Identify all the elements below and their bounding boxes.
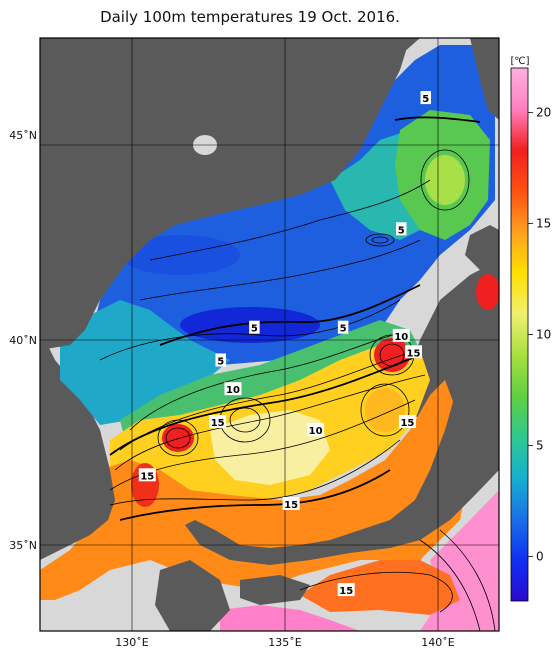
contour-label-box [282,497,300,510]
contour-label: 5 [396,222,407,236]
land-kyushu [155,560,230,631]
lat-tick-label: 40˚N [9,334,37,347]
warm-eddy [365,388,405,432]
contour-label: 15 [405,345,423,359]
map-frame [39,37,500,632]
contour-label-box [405,345,423,359]
contour-label-text: 10 [226,385,240,396]
contour-label: 10 [224,382,242,396]
contour-label: 15 [282,497,300,511]
contour-label-box [215,353,226,367]
contour-label-text: 15 [211,418,225,429]
colorbar [510,67,529,602]
sea-teal-region [60,300,230,425]
colorbar-tick-label: 5 [536,439,544,453]
contour-label: 5 [337,320,349,335]
longitude-ticks: 130˚E 135˚E 140˚E [115,636,454,649]
contour-label-text: 5 [398,225,405,236]
sea-layer [40,38,499,631]
contour-label: 5 [420,91,432,105]
contour-label-text: 5 [217,357,224,368]
contour-label-box [392,328,410,342]
warm-eddy [476,274,499,310]
contour-label: 5 [249,320,260,335]
contour-label: 10 [307,423,325,437]
latitude-ticks: 45˚N 40˚N 35˚N [9,129,37,552]
sea-light-yellow [210,410,330,485]
lon-tick-label: 140˚E [421,636,454,649]
contour-label-text: 15 [407,348,421,359]
land-primorye [40,38,410,350]
contour-labels: 5 5 5 5 5 10 15 10 15 10 15 15 15 15 [138,91,432,597]
lon-tick-label: 135˚E [268,636,301,649]
land-japan-honshu [185,300,499,565]
contour-label-text: 5 [340,324,347,335]
land-sakhalin-coast [470,38,499,120]
contour-label: 15 [209,415,227,429]
colorbar-tick-label: 10 [536,328,551,342]
contour-label-text: 5 [251,324,258,335]
lat-tick-label: 35˚N [9,539,37,552]
contour-label-box [420,91,432,105]
contour-label: 10 [392,328,410,343]
land-korea [40,380,115,545]
contour-label-text: 15 [339,586,353,597]
contour-label-text: 15 [400,418,414,429]
lon-tick-label: 130˚E [115,636,148,649]
contour-label-box [398,415,416,428]
colorbar-ticks: 20 15 10 5 0 [528,105,551,564]
contour-label-box [249,320,260,334]
contour-label: 15 [138,468,156,482]
colorbar-tick-label: 15 [536,216,551,230]
contour-label-text: 15 [140,471,154,482]
cold-core [120,235,240,275]
contour-label-box [337,320,349,334]
contour-label-text: 15 [284,500,298,511]
contour-label-box [337,583,355,597]
contour-label: 15 [398,415,416,429]
map-title: Daily 100m temperatures 19 Oct. 2016. [100,8,400,26]
colorbar-unit: [℃] [510,56,529,67]
contour-label-box [396,222,407,236]
land-hokkaido [465,225,499,275]
contour-label-box [138,468,156,482]
contour-label-box [224,382,242,396]
sea-cold-region [90,45,495,395]
contour-label-text: 10 [309,426,323,437]
contour-label-box [307,423,325,437]
land-shikoku [240,575,310,605]
lat-tick-label: 45˚N [9,129,37,142]
contour-label-text: 5 [422,94,429,105]
colorbar-tick-label: 20 [536,105,551,119]
warm-eddy [425,155,465,205]
contour-label-box [209,415,227,428]
graticule [40,38,499,631]
contour-label: 5 [215,353,226,368]
colorbar-tick-label: 0 [536,550,544,564]
sea-pacific-pink-2 [220,605,360,631]
contour-label: 15 [337,583,355,597]
major-contours [109,116,481,521]
contour-label-text: 10 [394,332,408,343]
